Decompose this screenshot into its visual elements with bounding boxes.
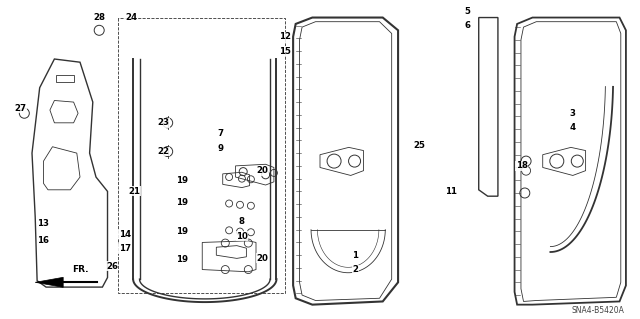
Text: 20: 20 [257,254,268,263]
Text: 15: 15 [279,47,291,56]
Text: 16: 16 [38,236,49,245]
Text: 20: 20 [257,166,268,175]
Text: 10: 10 [236,232,248,241]
Text: SNA4-B5420A: SNA4-B5420A [571,306,624,315]
Text: 11: 11 [445,187,457,196]
Text: 27: 27 [15,104,26,113]
Text: 7: 7 [218,130,224,138]
Text: 12: 12 [279,32,291,41]
Text: 19: 19 [177,227,188,236]
Text: 23: 23 [157,118,169,127]
Text: 21: 21 [129,187,140,196]
Text: 5: 5 [464,7,470,16]
Text: FR.: FR. [72,265,88,274]
Polygon shape [35,277,63,287]
Text: 6: 6 [464,21,470,30]
Text: 28: 28 [93,13,105,22]
Text: 19: 19 [177,176,188,185]
Text: 4: 4 [570,123,576,132]
Text: 1: 1 [352,251,358,260]
Text: 18: 18 [516,161,527,170]
Text: 26: 26 [106,262,118,271]
Text: 24: 24 [125,13,137,22]
Text: 19: 19 [177,198,188,207]
Text: 14: 14 [119,230,131,239]
Text: 25: 25 [413,141,425,150]
Text: 17: 17 [119,244,131,253]
Text: 8: 8 [239,217,245,226]
Text: 9: 9 [218,144,224,153]
Text: 3: 3 [570,109,576,118]
Text: 13: 13 [38,219,49,228]
Text: 2: 2 [352,265,358,274]
Text: 22: 22 [157,147,169,156]
Text: 19: 19 [177,256,188,264]
